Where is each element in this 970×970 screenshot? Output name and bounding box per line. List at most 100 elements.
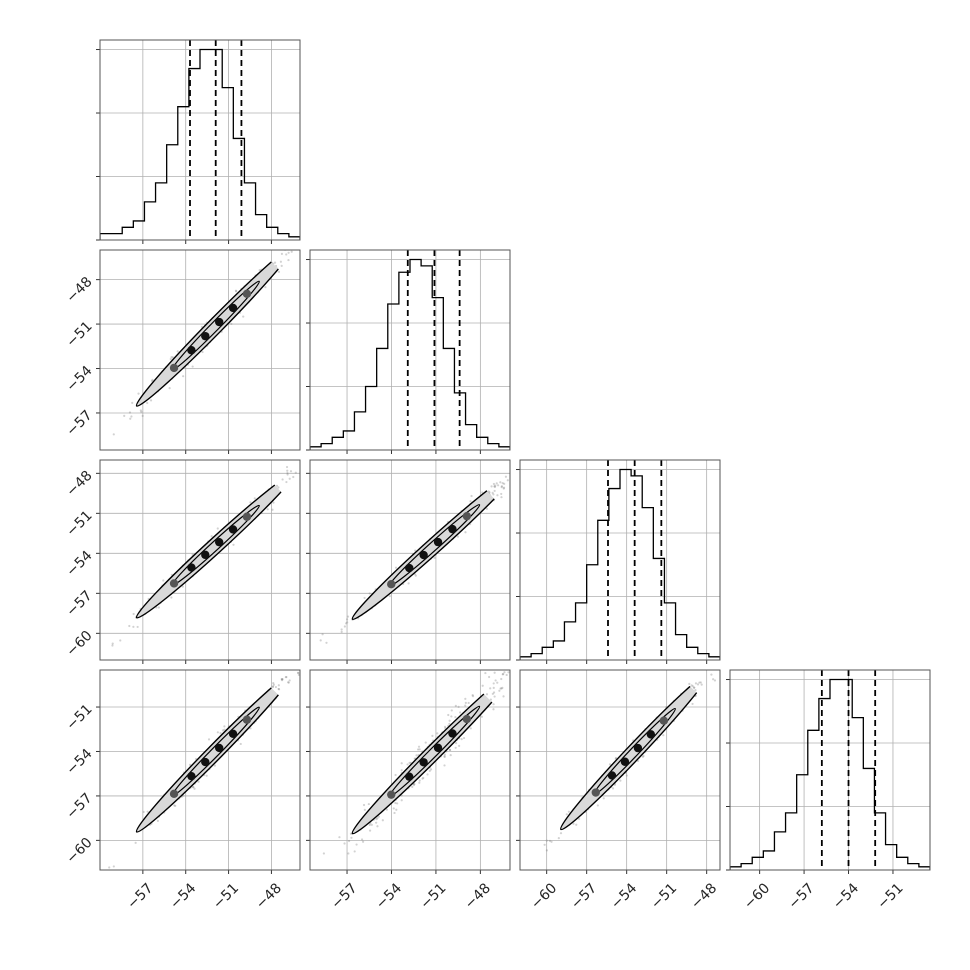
sample-point bbox=[699, 681, 702, 684]
sample-point bbox=[307, 456, 309, 458]
sample-point bbox=[305, 462, 307, 464]
sample-point bbox=[694, 682, 698, 685]
density-dot bbox=[591, 788, 600, 797]
sample-point bbox=[140, 410, 143, 413]
sample-point bbox=[411, 785, 414, 788]
y-tick-label: −57 bbox=[63, 407, 95, 439]
sample-point bbox=[216, 527, 219, 530]
sample-point bbox=[504, 475, 508, 478]
sample-point bbox=[151, 378, 154, 381]
sample-point bbox=[281, 478, 284, 481]
sample-point bbox=[448, 719, 451, 722]
density-dot bbox=[433, 743, 443, 753]
sample-point bbox=[742, 642, 744, 644]
density-dot bbox=[228, 303, 238, 313]
density-dot bbox=[169, 363, 179, 373]
y-tick-label: −57 bbox=[63, 588, 95, 620]
sample-point bbox=[557, 836, 560, 840]
sample-point bbox=[502, 673, 505, 676]
density-dot bbox=[187, 346, 196, 355]
density-dot bbox=[387, 580, 396, 589]
sample-point bbox=[443, 753, 446, 756]
contour-outer bbox=[135, 472, 296, 619]
sample-point bbox=[412, 783, 416, 787]
sample-point bbox=[201, 350, 204, 354]
density-dot bbox=[659, 716, 669, 725]
panel-2-2 bbox=[516, 459, 721, 664]
sample-point bbox=[291, 243, 293, 245]
panel-frame bbox=[99, 39, 301, 241]
sample-point bbox=[349, 832, 353, 835]
panel-frame bbox=[309, 459, 511, 661]
sample-point bbox=[182, 375, 185, 378]
sample-point bbox=[346, 615, 350, 618]
x-tick-label: −54 bbox=[167, 880, 199, 912]
sample-point bbox=[418, 779, 421, 782]
sample-point bbox=[280, 252, 284, 255]
sample-point bbox=[277, 688, 281, 691]
sample-point bbox=[176, 350, 179, 353]
sample-point bbox=[253, 497, 256, 500]
sample-point bbox=[285, 465, 289, 469]
sample-point bbox=[596, 804, 599, 807]
sample-point bbox=[377, 815, 380, 818]
density-dot bbox=[462, 714, 472, 724]
sample-point bbox=[489, 698, 492, 701]
sample-point bbox=[286, 469, 289, 472]
sample-point bbox=[467, 701, 470, 705]
density-dot bbox=[448, 729, 457, 738]
sample-point bbox=[316, 871, 318, 873]
sample-point bbox=[174, 804, 177, 807]
panel-3-0: −60 −57 −54 −51 −57 −54 −51 −48 bbox=[63, 669, 301, 913]
sample-point bbox=[273, 261, 277, 264]
sample-point bbox=[284, 676, 288, 679]
density-dot bbox=[405, 772, 414, 781]
sample-point bbox=[491, 491, 494, 494]
sample-point bbox=[492, 682, 495, 685]
sample-point bbox=[128, 624, 131, 628]
sample-point bbox=[413, 783, 416, 786]
sample-point bbox=[287, 258, 290, 262]
sample-point bbox=[286, 471, 289, 475]
histogram-step-line bbox=[310, 258, 510, 450]
sample-point bbox=[514, 472, 516, 474]
x-tick-label: −51 bbox=[874, 880, 906, 912]
density-dot bbox=[405, 563, 414, 573]
sample-point bbox=[170, 596, 173, 599]
sample-point bbox=[698, 681, 701, 684]
sample-point bbox=[464, 701, 467, 704]
sample-point bbox=[503, 671, 506, 674]
sample-point bbox=[394, 773, 397, 777]
sample-point bbox=[312, 223, 314, 225]
sample-point bbox=[385, 808, 388, 811]
sample-point bbox=[287, 251, 290, 254]
sample-point bbox=[232, 543, 235, 546]
panel-0-0 bbox=[96, 39, 301, 244]
sample-point bbox=[642, 754, 645, 758]
sample-point bbox=[322, 852, 325, 855]
sample-point bbox=[492, 708, 495, 711]
sample-point bbox=[513, 665, 515, 667]
sample-point bbox=[496, 494, 499, 497]
sample-point bbox=[376, 825, 379, 828]
sample-point bbox=[549, 440, 551, 442]
sample-point bbox=[191, 786, 195, 789]
sample-point bbox=[749, 626, 751, 628]
sample-point bbox=[407, 582, 410, 585]
sample-point bbox=[455, 741, 458, 745]
sample-point bbox=[694, 689, 697, 692]
sample-point bbox=[375, 821, 378, 824]
sample-point bbox=[340, 628, 343, 631]
sample-point bbox=[460, 738, 463, 741]
x-tick-label: −51 bbox=[648, 880, 680, 912]
sample-point bbox=[132, 612, 135, 616]
sample-point bbox=[498, 689, 501, 692]
sample-point bbox=[321, 633, 324, 636]
sample-point bbox=[272, 682, 275, 685]
sample-point bbox=[277, 270, 281, 274]
sample-point bbox=[484, 671, 487, 675]
sample-point bbox=[376, 817, 379, 820]
sample-point bbox=[294, 471, 297, 474]
sample-point bbox=[320, 215, 322, 217]
sample-point bbox=[360, 838, 364, 841]
